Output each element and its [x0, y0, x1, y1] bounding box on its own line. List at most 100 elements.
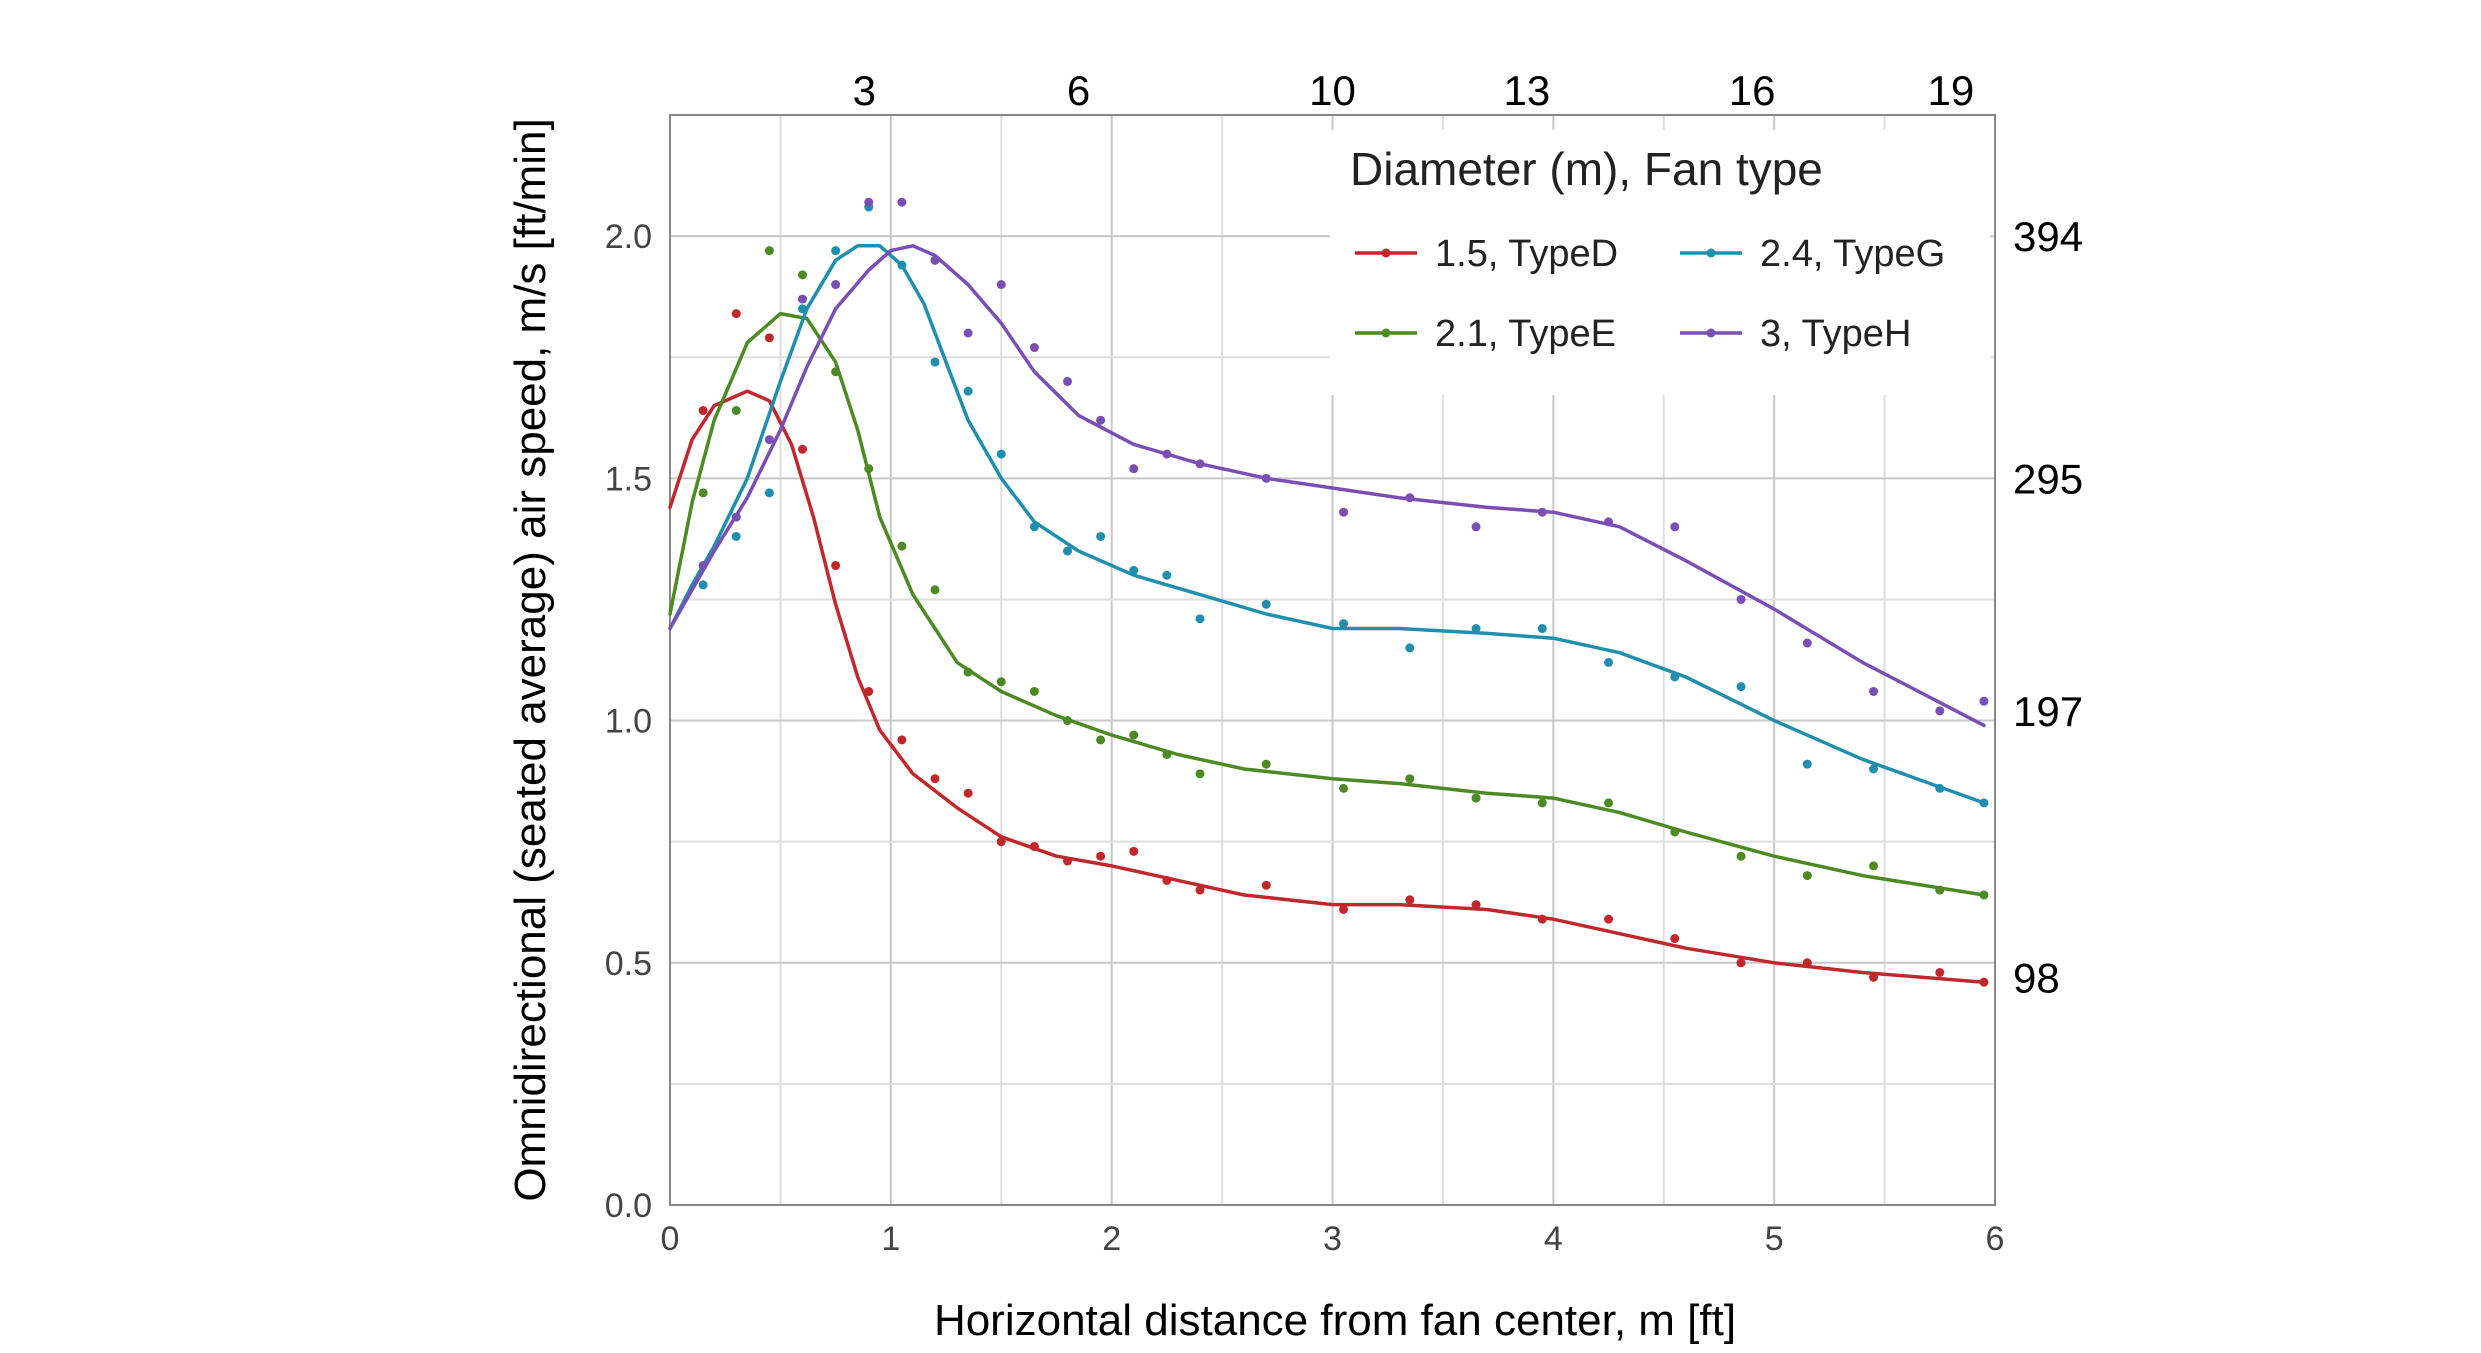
data-point	[1405, 774, 1415, 784]
data-point	[1935, 967, 1945, 977]
x-tick-label: 6	[1986, 1220, 2005, 1258]
y-tick-label: 2.0	[605, 218, 652, 256]
data-point	[996, 449, 1006, 459]
data-point	[1339, 507, 1349, 517]
y-ft-tick-label: 197	[2013, 688, 2083, 735]
data-point	[1869, 764, 1879, 774]
data-point	[996, 677, 1006, 687]
series-curve	[668, 244, 1986, 805]
data-point	[1869, 686, 1879, 696]
data-point	[798, 444, 807, 454]
data-point	[1604, 657, 1614, 667]
data-point	[1195, 885, 1205, 895]
data-point	[1129, 464, 1139, 474]
data-point	[1802, 638, 1812, 648]
data-point	[1129, 730, 1139, 740]
data-point	[963, 788, 973, 798]
legend-box	[1330, 130, 1990, 395]
y-axis-label: Omnidirectional (seated average) air spe…	[506, 118, 555, 1201]
data-point	[996, 280, 1006, 290]
x-ft-tick-label: 19	[1927, 67, 1974, 114]
legend-item: 2.4, TypeG	[1680, 233, 1945, 275]
data-point	[963, 386, 973, 396]
x-ft-tick-label: 6	[1067, 67, 1090, 114]
series-curve	[668, 244, 1986, 728]
data-point	[930, 774, 940, 784]
data-point	[897, 735, 907, 745]
data-point	[698, 580, 708, 590]
data-point	[1029, 686, 1039, 696]
data-point	[1339, 619, 1349, 629]
x-tick-label: 0	[661, 1220, 680, 1258]
y-ft-tick-label: 295	[2013, 455, 2083, 502]
data-point	[764, 488, 774, 498]
data-point	[1471, 793, 1481, 803]
data-point	[1670, 934, 1680, 944]
data-point	[1869, 861, 1879, 871]
data-point	[1261, 880, 1271, 890]
data-point	[1261, 599, 1271, 609]
data-point	[1339, 783, 1349, 793]
data-point	[1736, 594, 1746, 604]
data-point	[698, 406, 708, 416]
series-4	[668, 197, 1989, 728]
data-point	[1604, 914, 1614, 924]
data-point	[1096, 851, 1106, 861]
x-axis-ft-ticks: 3 6 10 13 16 19	[853, 67, 1975, 114]
legend-item: 2.1, TypeE	[1355, 313, 1616, 355]
data-point	[1096, 531, 1106, 541]
data-point	[1802, 759, 1812, 769]
data-point	[831, 561, 841, 571]
data-point	[831, 246, 841, 256]
y-tick-label: 0.0	[605, 1187, 652, 1225]
x-tick-label: 5	[1765, 1220, 1784, 1258]
y-tick-label: 0.5	[605, 945, 652, 983]
data-point	[897, 541, 907, 551]
data-point	[1537, 624, 1547, 634]
legend-label: 2.1, TypeE	[1435, 313, 1616, 355]
data-point	[1670, 522, 1680, 532]
data-point	[698, 488, 708, 498]
data-point	[731, 406, 741, 416]
data-point	[1162, 570, 1172, 580]
y-ft-tick-label: 394	[2013, 213, 2083, 260]
data-point	[1979, 696, 1989, 706]
legend-item: 1.5, TypeD	[1355, 233, 1618, 275]
data-point	[764, 435, 774, 445]
x-ft-tick-label: 13	[1503, 67, 1550, 114]
legend-label: 1.5, TypeD	[1435, 233, 1618, 275]
legend-swatch-point	[1706, 248, 1716, 258]
x-tick-label: 3	[1323, 1220, 1342, 1258]
data-point	[1405, 643, 1415, 653]
data-point	[963, 328, 973, 338]
data-point	[1195, 614, 1205, 624]
series-group	[668, 197, 1989, 987]
legend-swatch-point	[1381, 328, 1391, 338]
plot-frame	[669, 114, 1996, 1206]
legend-swatch-point	[1381, 248, 1391, 258]
series-curve	[668, 311, 1986, 897]
data-point	[1261, 759, 1271, 769]
y-tick-label: 1.5	[605, 460, 652, 498]
data-point	[930, 357, 940, 367]
data-point	[1063, 546, 1072, 556]
data-point	[831, 280, 841, 290]
x-axis-label: Horizontal distance from fan center, m […	[934, 1296, 1736, 1345]
data-point	[1195, 769, 1205, 779]
data-point	[1604, 798, 1614, 808]
data-point	[764, 333, 774, 343]
data-point	[1339, 904, 1349, 914]
data-point	[731, 531, 741, 541]
data-point	[1129, 846, 1139, 856]
data-point	[798, 270, 807, 280]
data-point	[1471, 522, 1481, 532]
x-axis-ticks: 0 1 2 3 4 5 6	[661, 1220, 2005, 1258]
data-point	[1063, 376, 1072, 386]
data-point	[1096, 735, 1106, 745]
data-point	[764, 246, 774, 256]
data-point	[1736, 682, 1746, 692]
y-axis-ticks: 0.0 0.5 1.0 1.5 2.0	[605, 218, 652, 1225]
series-2	[668, 246, 1989, 900]
data-point	[1405, 895, 1415, 905]
